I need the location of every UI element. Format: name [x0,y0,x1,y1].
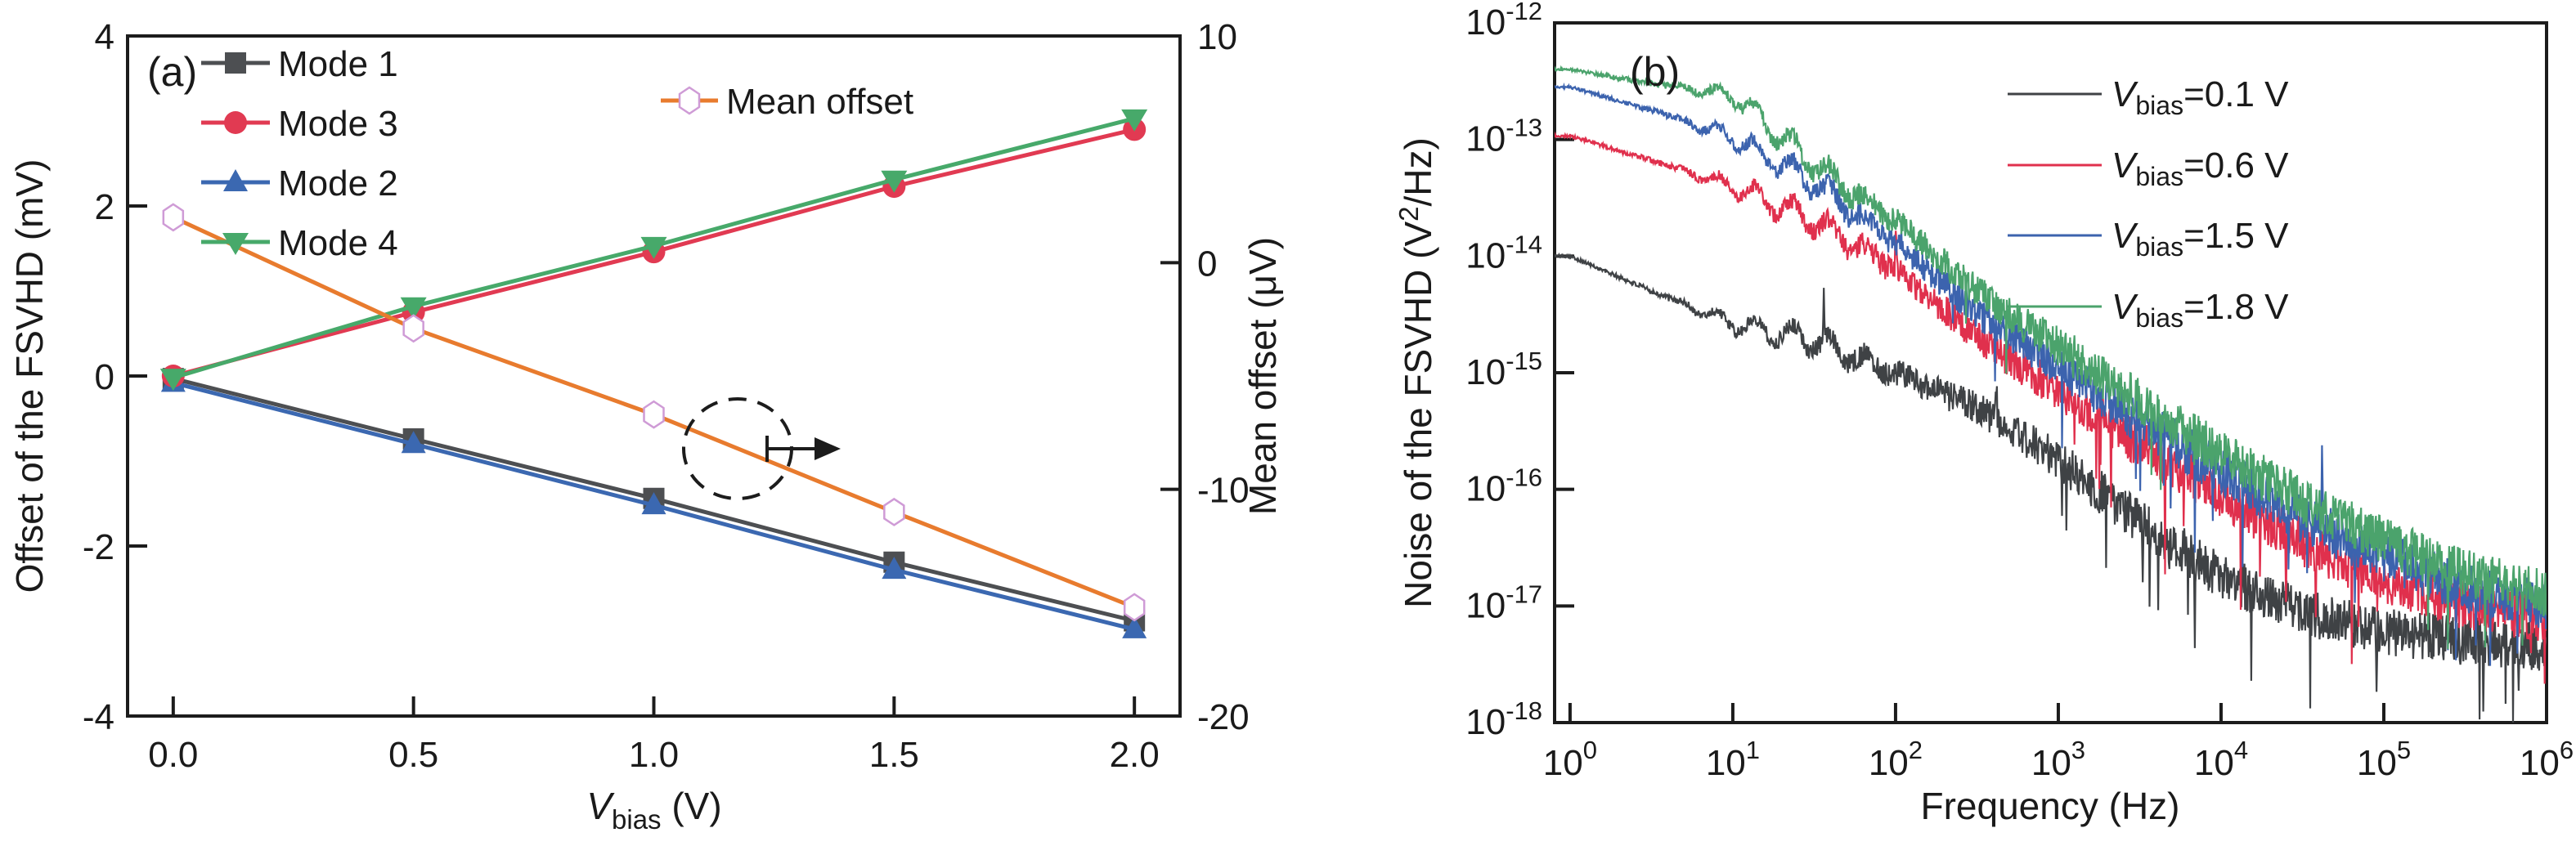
x-tick-label: 0.5 [388,735,438,775]
series-markers-mode-4 [159,109,1148,392]
x-tick-label: 1.0 [629,735,679,775]
ylabel-pre: Noise of the FSVHD (V [1397,222,1439,608]
series-markers-mode-2 [160,369,1147,638]
panel-a-legend: Mode 1 Mode 3 Mode 2 Mode 4 Mean offset [201,44,913,263]
panel-a-ticks: 0.0 0.5 1.0 1.5 2.0 4 2 0 -2 -4 10 0 -10 -20 [83,17,1250,775]
arrow-head-icon [815,437,841,460]
panel-a-label: (a) [147,49,197,95]
marker-triangle-down [400,297,427,320]
marker-triangle-up [223,169,248,191]
marker-hexagon-open [162,203,185,232]
marker-triangle-down [1121,109,1148,132]
y-left-tick-label: 0 [95,357,114,397]
panel-b-ticks: 100 101 102 103 104 105 106 10-12 10-13 10-14 10-1… [1465,0,2574,783]
y-right-tick-label: 0 [1197,244,1217,284]
legend-entry-vbias-1.8V: Vbias=1.8 V [2008,287,2289,333]
legend-label: Mode 2 [278,163,398,204]
ylabel-post: /Hz) [1397,137,1439,206]
x-tick-label: 106 [2520,736,2574,783]
legend-label: Mode 3 [278,104,398,144]
x-tick-label: 101 [1706,736,1760,783]
marker-triangle-up [641,492,666,515]
marker-circle [224,111,247,134]
noise-curve-vbias-0.1V [1555,252,2547,723]
panel-b-xlabel: Frequency (Hz) [1921,785,2180,827]
right-axis-indicator-annotation [682,397,841,500]
marker-hexagon-open [1123,593,1146,622]
legend-label: Mode 4 [278,223,398,263]
y-left-tick-label: 2 [95,187,114,227]
legend-entry-mode-2: Mode 2 [201,163,398,204]
panel-b-ylabel: Noise of the FSVHD (V2/Hz) [1393,137,1439,608]
marker-square [225,52,246,74]
legend-label: Vbias=0.1 V [2112,74,2289,120]
x-tick-label: 105 [2357,736,2411,783]
panel-a-ylabel-right: Mean offset (μV) [1241,237,1284,515]
legend-label: Mode 1 [278,44,398,84]
xlabel-sub: bias [612,804,662,835]
marker-triangle-down [640,236,667,259]
marker-triangle-down [881,170,908,193]
xlabel-unit: (V) [662,785,722,827]
y-tick-label: 10-16 [1465,463,1542,509]
legend-entry-mode-4: Mode 4 [201,223,398,263]
marker-triangle-up [401,431,426,454]
y-tick-label: 10-18 [1465,696,1542,742]
y-right-tick-label: -10 [1197,471,1250,511]
y-tick-label: 10-17 [1465,580,1542,625]
legend-entry-vbias-0.6V: Vbias=0.6 V [2008,145,2289,191]
x-tick-label: 0.0 [148,735,198,775]
legend-entry-vbias-1.5V: Vbias=1.5 V [2008,216,2289,262]
noise-curve-vbias-0.6V [1555,131,2547,684]
panel-a-xlabel: Vbias (V) [586,785,721,835]
ylabel-sup: 2 [1393,207,1424,222]
x-tick-label: 103 [2031,736,2085,783]
series-markers-mean-offset [162,203,1146,622]
marker-triangle-up [1122,615,1147,638]
y-left-tick-label: -2 [83,527,114,567]
panel-a-series [159,109,1148,638]
noise-curve-vbias-1.8V [1555,65,2547,650]
y-tick-label: 10-12 [1465,0,1542,43]
y-left-tick-label: 4 [95,17,114,57]
legend-label: Vbias=1.5 V [2112,216,2289,262]
legend-entry-mean-offset: Mean offset [661,82,913,122]
marker-triangle-up [882,557,907,580]
y-left-tick-label: -4 [83,697,114,737]
marker-triangle-down [222,233,249,255]
legend-label: Vbias=1.8 V [2112,287,2289,333]
marker-hexagon-open [678,86,701,115]
x-tick-label: 104 [2194,736,2248,783]
legend-entry-vbias-0.1V: Vbias=0.1 V [2008,74,2289,120]
panel-b-legend: Vbias=0.1 V Vbias=0.6 V Vbias=1.5 V Vbias=1… [2008,74,2289,333]
y-tick-label: 10-14 [1465,230,1542,275]
legend-label: Mean offset [726,82,913,122]
panel-b-series [1555,65,2547,723]
y-tick-label: 10-13 [1465,114,1542,159]
marker-triangle-down [159,369,186,392]
marker-hexagon-open [402,314,424,343]
legend-entry-mode-3: Mode 3 [201,104,398,144]
marker-hexagon-open [643,400,665,429]
x-tick-label: 100 [1543,736,1597,783]
x-tick-label: 102 [1869,736,1923,783]
legend-entry-mode-1: Mode 1 [201,44,398,84]
panel-a-ylabel-left: Offset of the FSVHD (mV) [8,159,51,593]
legend-label: Vbias=0.6 V [2112,145,2289,191]
panel-b-label: (b) [1630,49,1680,95]
x-tick-label: 1.5 [869,735,919,775]
marker-hexagon-open [883,497,905,526]
y-right-tick-label: 10 [1197,17,1237,57]
y-tick-label: 10-15 [1465,347,1542,392]
x-tick-label: 2.0 [1110,735,1160,775]
xlabel-var: V [586,785,615,827]
panel-b: 100 101 102 103 104 105 106 10-12 10-13 10-14 10-1… [1393,0,2574,827]
y-right-tick-label: -20 [1197,697,1250,737]
